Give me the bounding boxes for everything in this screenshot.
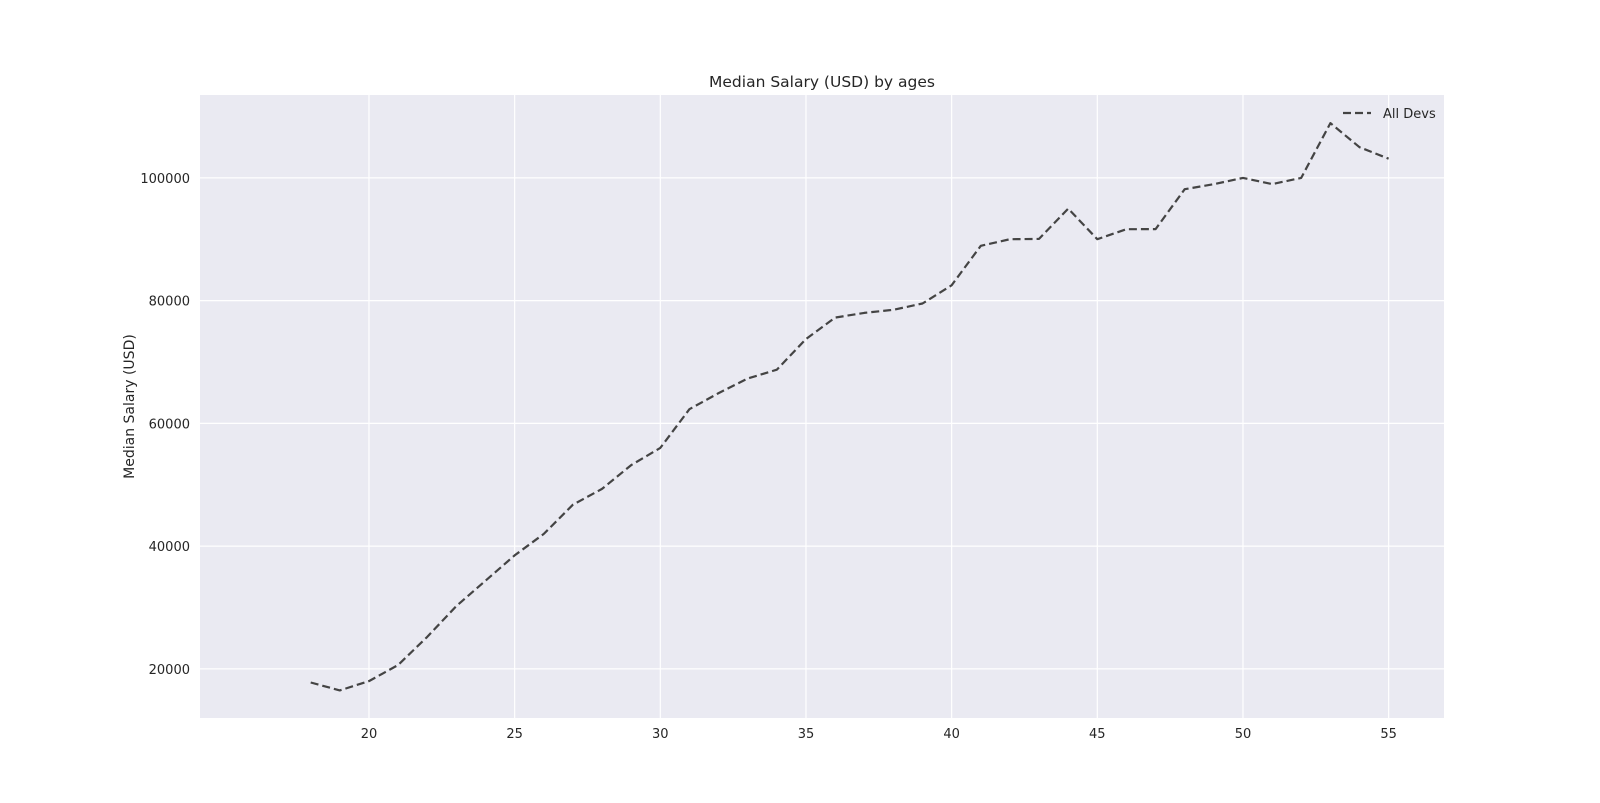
x-tick-label: 55 xyxy=(1380,727,1397,742)
plot-area xyxy=(200,95,1444,718)
legend-label: All Devs xyxy=(1383,107,1436,122)
series-line xyxy=(310,121,1390,692)
x-tick-label: 50 xyxy=(1235,727,1252,742)
y-tick-label: 100000 xyxy=(140,172,190,187)
series-layer xyxy=(310,121,1390,692)
y-tick-label: 40000 xyxy=(149,540,190,555)
y-tick-label: 20000 xyxy=(149,663,190,678)
x-tick-label: 20 xyxy=(361,727,378,742)
grid-lines xyxy=(200,95,1444,718)
y-tick-label: 60000 xyxy=(149,417,190,432)
x-tick-label: 35 xyxy=(798,727,815,742)
x-tick-label: 25 xyxy=(506,727,523,742)
chart-title: Median Salary (USD) by ages xyxy=(709,73,935,91)
y-axis-label: Median Salary (USD) xyxy=(122,334,138,479)
x-tick-label: 45 xyxy=(1089,727,1106,742)
x-tick-label: 30 xyxy=(652,727,669,742)
tick-labels: 20 25 30 35 40 45 50 55 20000 40000 60000 80000 1000… xyxy=(140,172,1397,742)
y-tick-label: 80000 xyxy=(149,295,190,310)
x-tick-label: 40 xyxy=(943,727,960,742)
legend: All Devs xyxy=(1343,107,1436,122)
